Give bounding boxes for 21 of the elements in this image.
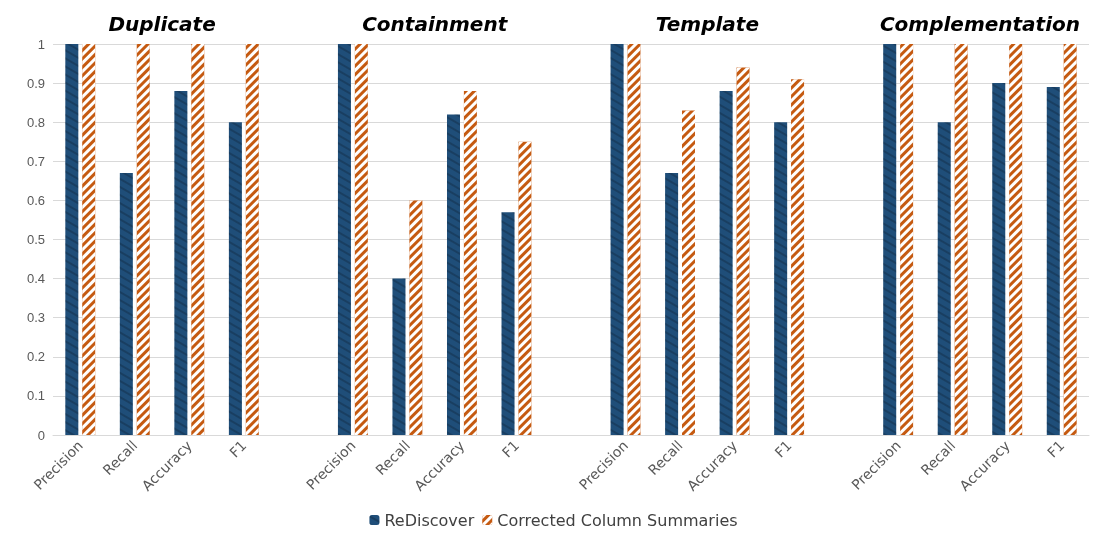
text: Template — [655, 12, 759, 36]
legend-label: Corrected Column Summaries — [497, 510, 738, 530]
x-tick-label: F1 — [226, 437, 250, 461]
text: Complementation — [879, 12, 1080, 36]
y-tick-label: 1 — [37, 36, 45, 52]
text: Containment — [362, 12, 509, 36]
y-tick-label: 0.7 — [26, 153, 45, 169]
text: Duplicate — [108, 12, 216, 36]
y-tick-label: 0.6 — [26, 192, 45, 208]
y-tick-label: 0.8 — [26, 114, 45, 130]
y-tick-label: 0.4 — [26, 271, 45, 287]
legend-label: ReDiscover — [384, 510, 475, 530]
y-tick-label: 0.3 — [26, 310, 45, 326]
y-tick-label: 0.1 — [26, 388, 45, 404]
y-tick-label: 0.9 — [26, 75, 45, 91]
x-tick-label: F1 — [1044, 437, 1068, 461]
y-tick-label: 0.2 — [26, 349, 45, 365]
y-tick-label: 0.5 — [26, 232, 45, 247]
x-tick-label: F1 — [771, 437, 795, 461]
x-tick-label: F1 — [498, 437, 523, 461]
y-tick-label: 0 — [37, 427, 45, 443]
